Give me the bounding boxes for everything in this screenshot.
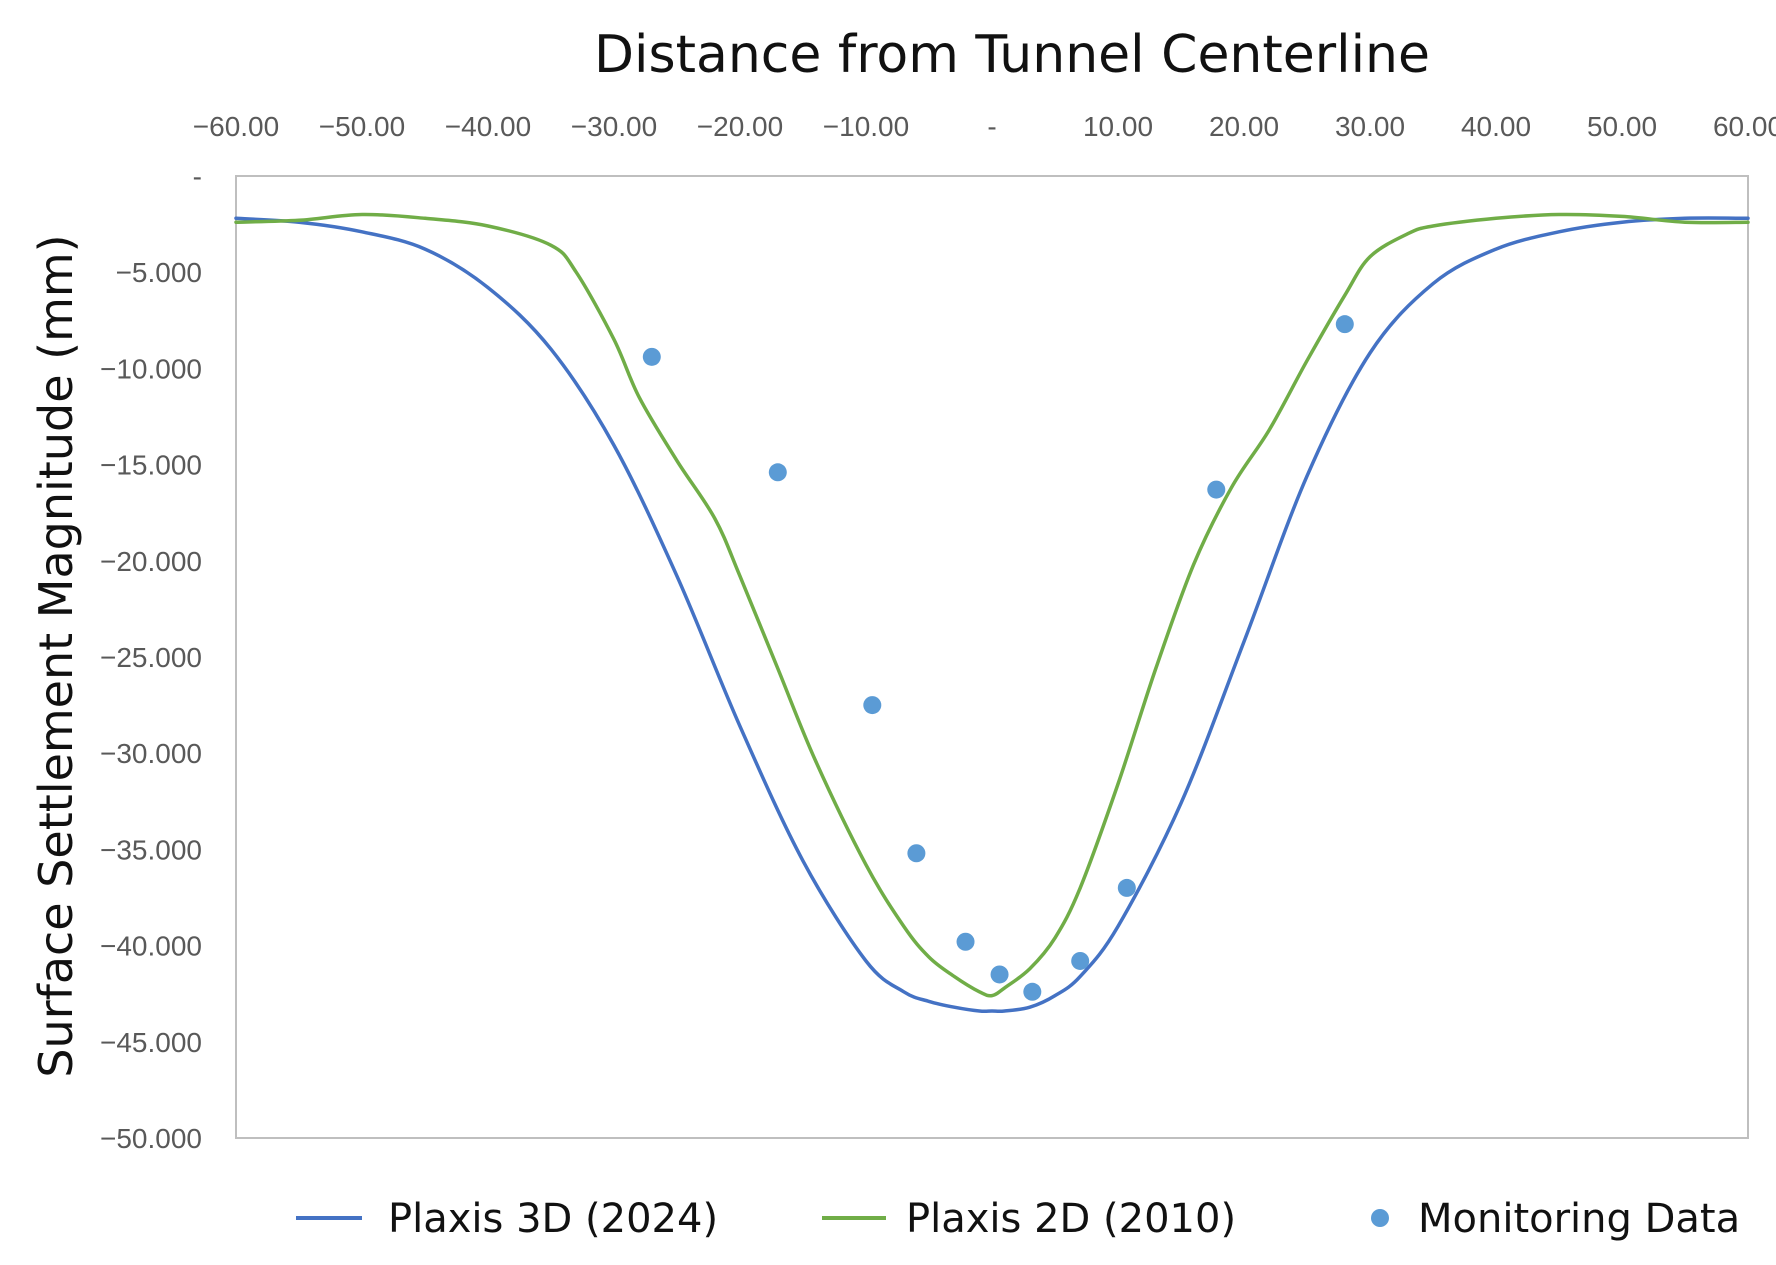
- y-tick-label: −5.000: [116, 257, 202, 288]
- x-tick-label: 10.00: [1083, 111, 1153, 142]
- y-tick-label: -: [193, 161, 202, 192]
- x-tick-label: −30.00: [571, 111, 657, 142]
- x-tick-label: -: [987, 111, 996, 142]
- data-point-monitoring-data: [863, 696, 882, 715]
- data-point-monitoring-data: [1023, 982, 1042, 1001]
- data-point-monitoring-data: [1071, 951, 1090, 970]
- series-layer: [234, 212, 1750, 1014]
- x-tick-label: −10.00: [823, 111, 909, 142]
- series-line-plaxis-2d-2010: [234, 212, 1750, 998]
- data-point-monitoring-data: [990, 965, 1009, 984]
- x-tick-label: −50.00: [319, 111, 405, 142]
- y-tick-label: −25.000: [100, 642, 202, 673]
- y-tick-label: −50.000: [100, 1123, 202, 1154]
- y-tick-label: −20.000: [100, 546, 202, 577]
- legend-label-plaxis-2d: Plaxis 2D (2010): [906, 1196, 1236, 1242]
- data-point-monitoring-data: [642, 347, 661, 366]
- data-point-monitoring-data: [1117, 878, 1136, 897]
- y-tick-label: −40.000: [100, 931, 202, 962]
- y-tick-label: −15.000: [100, 450, 202, 481]
- x-tick-label: 30.00: [1335, 111, 1405, 142]
- y-tick-label: −10.000: [100, 353, 202, 384]
- data-point-monitoring-data: [907, 844, 926, 863]
- x-tick-label: 20.00: [1209, 111, 1279, 142]
- x-tick-label: −20.00: [697, 111, 783, 142]
- legend-swatch-monitoring-data: [1371, 1209, 1389, 1227]
- y-axis-title: Surface Settlement Magnitude (mm): [29, 234, 83, 1077]
- data-point-monitoring-data: [956, 932, 975, 951]
- y-tick-label: −35.000: [100, 834, 202, 865]
- data-point-monitoring-data: [1335, 315, 1354, 334]
- x-tick-label: −60.00: [193, 111, 279, 142]
- x-tick-label: 50.00: [1587, 111, 1657, 142]
- y-tick-label: −30.000: [100, 738, 202, 769]
- x-tick-label: 60.00: [1713, 111, 1776, 142]
- x-axis-title: Distance from Tunnel Centerline: [594, 25, 1430, 85]
- series-line-plaxis-3d-2024: [234, 216, 1750, 1014]
- legend: Plaxis 3D (2024) Plaxis 2D (2010) Monito…: [296, 1196, 1740, 1242]
- data-point-monitoring-data: [1207, 480, 1226, 499]
- y-tick-label: −45.000: [100, 1027, 202, 1058]
- y-tick-labels: - −5.000 −10.000 −15.000 −20.000 −25.000 −30.0…: [100, 161, 202, 1154]
- plot-area-frame: [235, 175, 1749, 1139]
- x-tick-label: −40.00: [445, 111, 531, 142]
- x-tick-labels: −60.00 −50.00 −40.00 −30.00 −20.00 −10.00 - 10.…: [193, 111, 1776, 142]
- legend-label-monitoring-data: Monitoring Data: [1418, 1196, 1740, 1242]
- data-point-monitoring-data: [768, 463, 787, 482]
- legend-label-plaxis-3d: Plaxis 3D (2024): [388, 1196, 718, 1242]
- x-tick-label: 40.00: [1461, 111, 1531, 142]
